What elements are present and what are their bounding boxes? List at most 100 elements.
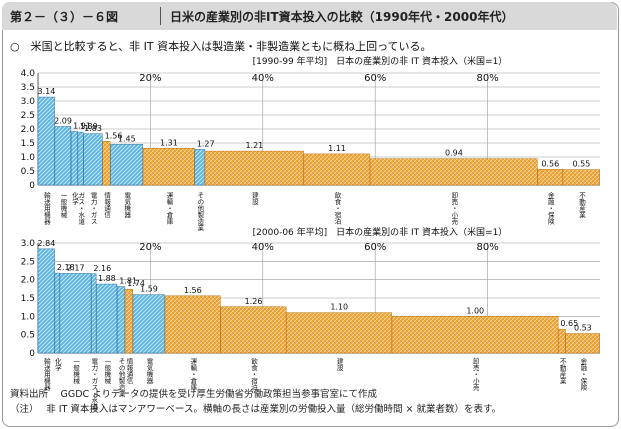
bar-non_manufacturing bbox=[562, 169, 600, 186]
bar-value-label: 0.55 bbox=[573, 160, 591, 169]
source-note: 資料出所 GGDC よりデータの提供を受け厚生労働省労働政策担当参事官室にて作成 bbox=[10, 389, 378, 400]
bar-manufacturing bbox=[116, 286, 126, 354]
y-tick-label: 2.5 bbox=[21, 257, 35, 267]
bar-non_manufacturing bbox=[537, 169, 563, 186]
category-label: 卸売・小売 bbox=[471, 357, 479, 392]
category-label: 建設 bbox=[250, 191, 258, 207]
bar-value-label: 2.17 bbox=[67, 263, 85, 272]
bar-manufacturing bbox=[132, 294, 165, 354]
x-percent-label: 80% bbox=[476, 242, 498, 253]
bar-value-label: 0.65 bbox=[560, 319, 578, 328]
y-tick-label: 3.0 bbox=[21, 239, 36, 249]
y-tick-label: 1.5 bbox=[21, 294, 35, 304]
bar-manufacturing bbox=[59, 273, 92, 354]
category-label: 飲食・宿泊 bbox=[250, 357, 258, 392]
x-percent-label: 40% bbox=[252, 242, 274, 253]
bar-value-label: 2.18 bbox=[57, 263, 75, 272]
lead-statement: ○ 米国と比較すると、非 IT 資本投入は製造業・非製造業ともに概ね上回っている… bbox=[10, 40, 432, 53]
category-label: 電気機器 bbox=[145, 358, 153, 386]
bar-value-label: 0.56 bbox=[541, 159, 559, 168]
category-label: 化学 bbox=[71, 191, 79, 206]
bar-manufacturing bbox=[37, 96, 55, 186]
bar-non_manufacturing bbox=[391, 316, 559, 354]
y-tick-label: 2.5 bbox=[21, 111, 35, 121]
bar-value-label: 2.16 bbox=[93, 264, 111, 273]
bar-value-label: 0.53 bbox=[574, 324, 592, 333]
bar-value-label: 2.84 bbox=[38, 239, 56, 248]
category-label: ガス・水道 bbox=[77, 192, 85, 226]
y-tick-label: 0 bbox=[29, 349, 35, 359]
x-percent-label: 80% bbox=[476, 73, 498, 84]
y-tick-label: 0 bbox=[29, 181, 35, 191]
bar-value-label: 1.89 bbox=[80, 122, 98, 131]
category-label: 不動産業 bbox=[558, 358, 566, 386]
category-label: 運輸・倉庫 bbox=[189, 357, 197, 392]
figure-notes: 資料出所 GGDC よりデータの提供を受け厚生労働省労働政策担当参事官室にて作成… bbox=[10, 387, 501, 417]
bar-non_manufacturing bbox=[303, 153, 371, 186]
y-tick-label: 3.0 bbox=[21, 97, 36, 107]
figure-title: 日米の産業別の非IT資本投入の比較（1990年代・2000年代） bbox=[170, 10, 514, 24]
bar-value-label: 1.74 bbox=[127, 279, 145, 288]
bar-value-label: 1.81 bbox=[119, 277, 137, 286]
y-tick-label: 2.0 bbox=[21, 276, 36, 286]
figure-code: 第２－（３）－６図 bbox=[10, 10, 119, 24]
bar-value-label: 3.14 bbox=[38, 87, 56, 96]
bar-value-label: 1.56 bbox=[184, 286, 202, 295]
category-label: その他製造業 bbox=[117, 358, 125, 399]
x-percent-label: 20% bbox=[139, 73, 161, 84]
chart-title: [1990-99 年平均] 日本の産業別の非 IT 資本投入（米国=1） bbox=[253, 55, 508, 67]
category-label: 建設 bbox=[335, 357, 343, 373]
bar-non_manufacturing bbox=[558, 328, 566, 354]
bar-value-label: 1.26 bbox=[245, 297, 263, 306]
category-label: その他製造業 bbox=[196, 192, 204, 233]
y-tick-label: 0.5 bbox=[21, 331, 35, 341]
bar-manufacturing bbox=[91, 273, 97, 354]
bar-non_manufacturing bbox=[369, 158, 538, 186]
category-label: 一般機械 bbox=[72, 358, 80, 385]
x-percent-label: 40% bbox=[252, 73, 274, 84]
bar-non_manufacturing bbox=[286, 312, 393, 354]
bar-manufacturing bbox=[70, 131, 78, 186]
category-label: 金融・保険 bbox=[546, 191, 554, 226]
category-label: 一般機械 bbox=[59, 192, 67, 219]
bar-non_manufacturing bbox=[142, 148, 195, 186]
category-label: 情報通信 bbox=[103, 191, 111, 220]
category-label: 一般機械 bbox=[103, 358, 111, 385]
bar-value-label: 2.09 bbox=[54, 116, 72, 125]
category-label: 電力・ガス・水道 bbox=[90, 358, 98, 412]
bar-non_manufacturing bbox=[102, 141, 111, 186]
category-label: 飲食・宿泊 bbox=[333, 191, 341, 226]
category-label: 輸送用機器 bbox=[42, 191, 50, 226]
category-label: 輸送用機器 bbox=[42, 357, 50, 392]
annotation-note: （注） 非 IT 資本投入はマンアワーベース。横軸の長さは産業別の労働投入量（総… bbox=[10, 404, 501, 415]
bar-manufacturing bbox=[54, 126, 72, 186]
x-percent-label: 60% bbox=[364, 73, 386, 84]
category-label: 電力・ガス bbox=[89, 192, 97, 225]
x-percent-label: 60% bbox=[364, 242, 386, 253]
y-tick-label: 3.5 bbox=[21, 83, 35, 93]
bar-value-label: 1.88 bbox=[98, 274, 116, 283]
bar-non_manufacturing bbox=[565, 333, 600, 354]
bar-value-label: 1.59 bbox=[140, 285, 158, 294]
header-divider bbox=[160, 7, 161, 25]
y-tick-label: 4.0 bbox=[21, 69, 36, 79]
category-label: 化学 bbox=[53, 357, 61, 372]
bar-non_manufacturing bbox=[220, 306, 287, 354]
y-tick-label: 2.0 bbox=[21, 125, 36, 135]
category-label: 金融・保険 bbox=[579, 357, 587, 392]
bar-non_manufacturing bbox=[204, 150, 304, 186]
bar-value-label: 1.00 bbox=[466, 306, 484, 315]
bar-manufacturing bbox=[96, 283, 118, 354]
bar-manufacturing bbox=[37, 248, 55, 354]
bar-manufacturing bbox=[110, 144, 144, 186]
bar-value-label: 1.45 bbox=[118, 134, 136, 143]
y-tick-label: 1.0 bbox=[21, 153, 36, 163]
bar-value-label: 0.94 bbox=[445, 149, 463, 158]
category-label: 電気機器 bbox=[123, 192, 131, 220]
category-label: 情報通信 bbox=[125, 357, 133, 386]
bar-non_manufacturing bbox=[124, 288, 133, 354]
y-tick-label: 1.5 bbox=[21, 139, 35, 149]
bar-value-label: 1.27 bbox=[197, 139, 215, 148]
bar-non_manufacturing bbox=[164, 295, 221, 354]
